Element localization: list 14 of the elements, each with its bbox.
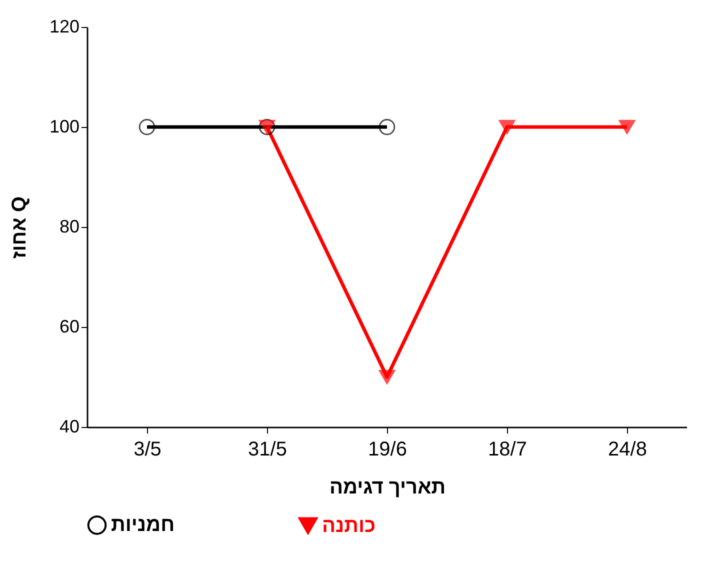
y-tick-label: 40 [59,416,80,436]
x-tick-label: 19/6 [368,438,407,460]
x-tick-label: 18/7 [488,438,527,460]
legend-label: חמניות [111,514,175,536]
y-tick-label: 120 [49,16,80,36]
x-tick-label: 3/5 [134,438,162,460]
legend-label: כותנה [322,514,376,537]
y-tick-label: 80 [59,216,80,236]
x-tick-label: 24/8 [608,438,647,460]
y-tick-label: 100 [49,116,80,136]
x-axis-title: תאריך דגימה [329,476,446,498]
x-tick-label: 31/5 [248,438,287,460]
y-axis-title: אחוז Q [8,196,30,259]
y-tick-label: 60 [59,316,80,336]
